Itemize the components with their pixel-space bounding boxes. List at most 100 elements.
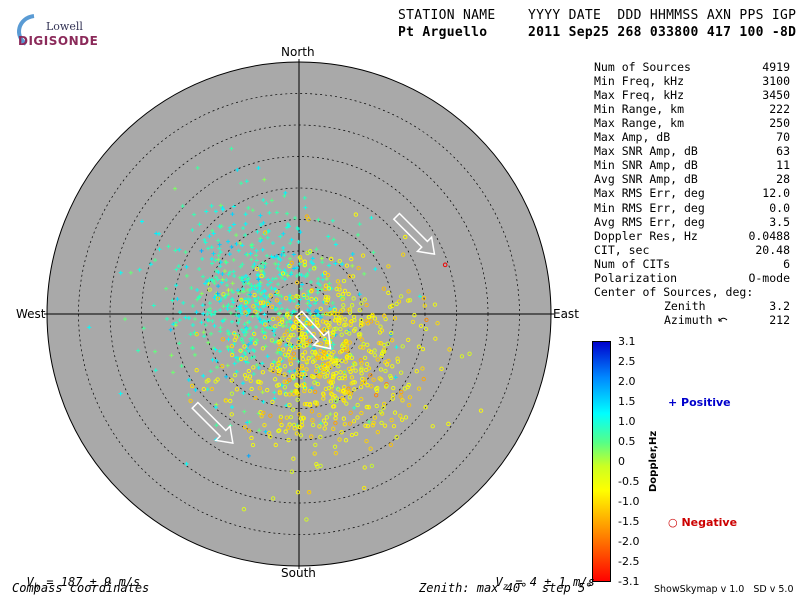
positive-point xyxy=(243,273,248,278)
negative-point xyxy=(459,354,465,359)
negative-point xyxy=(399,389,404,395)
negative-point xyxy=(282,332,287,338)
negative-point xyxy=(341,416,347,421)
vz-value: = 4 ± 1 m/s xyxy=(508,575,595,589)
negative-point xyxy=(339,430,344,435)
positive-point xyxy=(260,361,265,366)
positive-point xyxy=(245,252,250,257)
positive-point xyxy=(277,301,282,306)
positive-point xyxy=(310,256,315,261)
colorbar-tick-label: 2.5 xyxy=(618,355,636,368)
negative-point xyxy=(347,421,353,426)
stat-row: Num of CITs 6 xyxy=(594,257,790,271)
negative-point xyxy=(360,376,365,382)
negative-point xyxy=(290,295,295,300)
negative-point xyxy=(391,392,396,397)
negative-point xyxy=(369,384,374,389)
negative-point xyxy=(274,365,280,371)
negative-point xyxy=(287,263,292,269)
positive-point xyxy=(357,222,362,227)
negative-point xyxy=(311,422,316,428)
positive-point xyxy=(217,246,222,251)
positive-point xyxy=(264,296,269,301)
negative-point xyxy=(215,296,221,301)
positive-point xyxy=(216,270,221,275)
negative-point xyxy=(348,369,353,375)
positive-point xyxy=(206,340,211,345)
negative-point xyxy=(318,306,323,311)
negative-point xyxy=(285,311,290,316)
negative-point xyxy=(341,278,347,284)
negative-point xyxy=(287,402,292,408)
negative-point xyxy=(338,370,343,375)
positive-point xyxy=(280,275,285,280)
positive-point xyxy=(235,288,240,293)
negative-point xyxy=(263,230,268,235)
positive-point xyxy=(215,291,220,296)
negative-point xyxy=(296,392,301,397)
negative-point xyxy=(340,343,345,349)
negative-point xyxy=(355,402,360,408)
positive-point xyxy=(286,224,291,229)
negative-point xyxy=(331,426,336,431)
positive-point xyxy=(253,253,258,258)
negative-point xyxy=(318,434,323,439)
positive-point xyxy=(225,363,230,368)
negative-point xyxy=(370,423,375,428)
positive-point xyxy=(261,269,266,274)
positive-point xyxy=(217,299,222,304)
positive-point xyxy=(201,373,206,378)
negative-point xyxy=(394,301,399,307)
positive-point xyxy=(296,239,301,244)
negative-point xyxy=(374,403,379,409)
positive-point xyxy=(201,330,206,335)
positive-point xyxy=(214,423,219,428)
header-values: Pt Arguello 2011 Sep25 268 033800 417 10… xyxy=(398,25,797,40)
negative-point xyxy=(295,367,300,372)
negative-point xyxy=(301,344,307,349)
negative-point xyxy=(280,336,285,341)
positive-point xyxy=(148,262,153,267)
negative-point xyxy=(278,339,283,344)
negative-point xyxy=(364,439,369,444)
positive-point xyxy=(177,247,182,252)
positive-point xyxy=(272,390,277,395)
negative-point xyxy=(352,387,357,392)
negative-marker-icon: ○ xyxy=(668,516,682,529)
stat-value: O-mode xyxy=(748,270,790,285)
negative-point xyxy=(312,380,317,385)
negative-point xyxy=(278,414,284,419)
negative-point xyxy=(383,368,388,374)
positive-point xyxy=(228,225,233,230)
negative-point xyxy=(292,426,297,431)
negative-point xyxy=(317,374,322,379)
positive-point xyxy=(211,231,216,236)
negative-point xyxy=(363,423,368,428)
colorbar-tick-label: -3.1 xyxy=(618,575,640,588)
negative-point xyxy=(343,317,348,322)
negative-point xyxy=(309,289,314,294)
positive-point xyxy=(206,307,211,312)
negative-point xyxy=(344,355,349,360)
positive-point xyxy=(209,256,214,261)
negative-point xyxy=(307,339,313,344)
negative-point xyxy=(346,291,351,297)
positive-point xyxy=(240,278,245,283)
positive-point xyxy=(330,301,335,306)
positive-point xyxy=(206,246,211,251)
positive-point xyxy=(239,311,244,316)
positive-point xyxy=(260,329,265,334)
logo-digisonde: DIGISONDE xyxy=(18,34,99,48)
center-azimuth-value: 212 xyxy=(769,313,790,327)
negative-point xyxy=(366,314,371,320)
negative-point xyxy=(388,373,393,379)
azimuth-arrow-icon xyxy=(718,317,728,322)
negative-point xyxy=(391,385,396,391)
negative-point xyxy=(323,366,328,371)
negative-point xyxy=(311,314,316,320)
negative-point xyxy=(250,442,256,448)
positive-point xyxy=(225,344,230,349)
positive-point xyxy=(288,241,293,246)
negative-point xyxy=(333,318,339,323)
positive-point xyxy=(308,303,313,308)
